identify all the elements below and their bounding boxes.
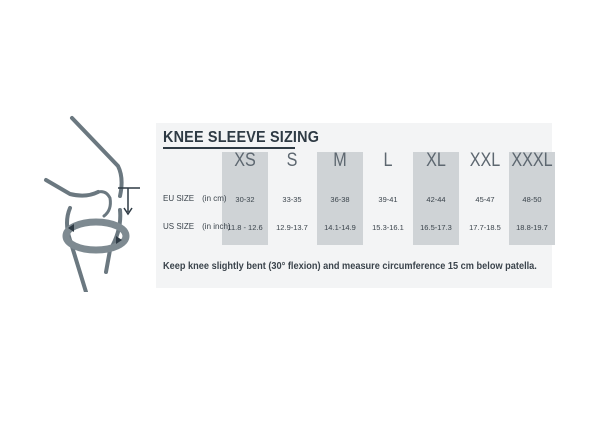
table-cell-us-xxxl: 18.8-19.7: [516, 223, 548, 232]
size-header-xxxl: XXXL: [511, 150, 553, 171]
title-underline: [163, 147, 295, 149]
table-cell-eu-xs: 30-32: [235, 195, 255, 204]
table-cell-eu-m: 36-38: [330, 195, 350, 204]
table-cell-us-xl: 16.5-17.3: [420, 223, 452, 232]
table-title: KNEE SLEEVE SIZING: [163, 129, 320, 146]
row-label-eu-text: EU SIZE: [163, 194, 195, 203]
shaded-column-xs: [222, 152, 268, 245]
table-cell-eu-s: 33-35: [282, 195, 302, 204]
table-cell-us-xxl: 17.7-18.5: [469, 223, 501, 232]
size-header-s: S: [286, 150, 298, 171]
row-label-us-unit: (in inch): [202, 222, 231, 231]
row-label-eu: EU SIZE (in cm): [163, 194, 227, 203]
table-cell-us-xs: 11.8 - 12.6: [227, 223, 263, 232]
size-header-l: L: [383, 150, 393, 171]
table-cell-eu-xl: 42-44: [426, 195, 446, 204]
row-label-us: US SIZE (in inch): [163, 222, 231, 231]
size-header-xl: XL: [426, 150, 446, 171]
measurement-instructions: Keep knee slightly bent (30° flexion) an…: [163, 261, 537, 272]
knee-measurement-illustration: [44, 116, 140, 292]
row-label-us-text: US SIZE: [163, 222, 195, 231]
table-cell-us-m: 14.1-14.9: [324, 223, 356, 232]
table-cell-us-s: 12.9-13.7: [276, 223, 308, 232]
shaded-column-xl: [413, 152, 459, 245]
size-header-xxl: XXL: [469, 150, 501, 171]
shaded-column-xxxl: [509, 152, 555, 245]
table-cell-us-l: 15.3-16.1: [372, 223, 404, 232]
table-cell-eu-l: 39-41: [378, 195, 398, 204]
size-header-xs: XS: [234, 150, 256, 171]
row-label-eu-unit: (in cm): [202, 194, 227, 203]
table-cell-eu-xxl: 45-47: [475, 195, 495, 204]
table-cell-eu-xxxl: 48-50: [522, 195, 542, 204]
size-header-m: M: [333, 150, 347, 171]
shaded-column-m: [317, 152, 363, 245]
